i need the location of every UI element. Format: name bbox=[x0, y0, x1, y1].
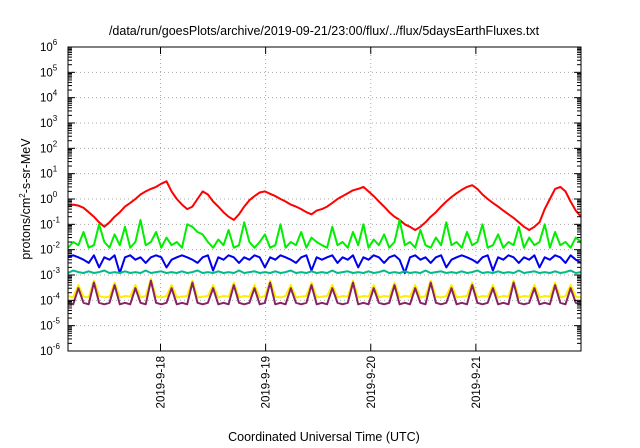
y-axis-label-sup: 2 bbox=[18, 193, 27, 198]
y-tick-label-exp: 5 bbox=[53, 63, 58, 72]
series-line-0 bbox=[67, 180, 582, 231]
y-tick-label-exp: 1 bbox=[53, 165, 58, 174]
y-tick-label-exp: 6 bbox=[53, 38, 58, 47]
x-axis-label: Coordinated Universal Time (UTC) bbox=[228, 430, 420, 444]
y-tick-label-base: 10 bbox=[40, 245, 53, 257]
y-tick-label-exp: -3 bbox=[53, 266, 61, 275]
series-line-2 bbox=[67, 254, 582, 274]
y-tick-label-exp: -6 bbox=[53, 342, 61, 351]
y-axis-ticks: 10-610-510-410-310-210-11001011021031041… bbox=[40, 38, 581, 358]
y-tick-label: 10-4 bbox=[40, 291, 60, 307]
grid-lines bbox=[68, 47, 581, 351]
y-tick-label-base: 10 bbox=[40, 270, 53, 282]
x-tick-label: 2019-9-21 bbox=[471, 356, 483, 408]
x-tick-label: 2019-9-18 bbox=[156, 356, 168, 408]
y-tick-label: 10-6 bbox=[40, 342, 60, 358]
y-tick-label: 10-2 bbox=[40, 241, 60, 257]
y-tick-label-base: 10 bbox=[40, 42, 53, 54]
y-tick-label: 10-1 bbox=[40, 215, 60, 231]
y-tick-label-base: 10 bbox=[40, 67, 53, 79]
y-tick-label-exp: 0 bbox=[53, 190, 58, 199]
y-tick-label: 106 bbox=[40, 38, 58, 54]
y-tick-label-base: 10 bbox=[40, 143, 53, 155]
y-tick-label: 103 bbox=[40, 114, 58, 130]
y-tick-label-base: 10 bbox=[40, 295, 53, 307]
chart-title: /data/run/goesPlots/archive/2019-09-21/2… bbox=[109, 24, 540, 38]
x-tick-label: 2019-9-20 bbox=[366, 356, 378, 408]
y-tick-label-exp: -5 bbox=[53, 317, 61, 326]
y-axis-label: protons/cm2-s-sr-MeV bbox=[18, 138, 33, 260]
y-tick-label-base: 10 bbox=[40, 93, 53, 105]
y-tick-label: 104 bbox=[40, 89, 58, 105]
y-tick-label-exp: -2 bbox=[53, 241, 61, 250]
y-tick-label-base: 10 bbox=[40, 346, 53, 358]
y-axis-label-suffix: -s-sr-MeV bbox=[19, 138, 33, 194]
y-tick-label: 10-3 bbox=[40, 266, 60, 282]
x-tick-label: 2019-9-19 bbox=[261, 356, 273, 408]
series-line-1 bbox=[67, 218, 582, 249]
y-tick-label-exp: 4 bbox=[53, 89, 58, 98]
y-tick-label: 10-5 bbox=[40, 317, 60, 333]
y-tick-label-base: 10 bbox=[40, 169, 53, 181]
y-axis-label-prefix: protons/cm bbox=[19, 198, 33, 260]
y-tick-label-exp: -4 bbox=[53, 291, 61, 300]
x-axis-ticks: 2019-9-18 2019-9-19 2019-9-20 2019-9-21 bbox=[156, 47, 483, 408]
y-tick-label: 102 bbox=[40, 139, 58, 155]
y-tick-label-base: 10 bbox=[40, 219, 53, 231]
series-layer bbox=[67, 180, 582, 306]
series-line-3 bbox=[67, 269, 582, 274]
series-line-5 bbox=[67, 279, 582, 306]
y-tick-label-exp: 3 bbox=[53, 114, 58, 123]
y-tick-label-base: 10 bbox=[40, 118, 53, 130]
y-tick-label-base: 10 bbox=[40, 321, 53, 333]
y-tick-label: 105 bbox=[40, 63, 58, 79]
y-tick-label-exp: -1 bbox=[53, 215, 61, 224]
y-tick-label: 101 bbox=[40, 165, 58, 181]
y-tick-label-exp: 2 bbox=[53, 139, 58, 148]
y-tick-label-base: 10 bbox=[40, 194, 53, 206]
y-tick-label: 100 bbox=[40, 190, 58, 206]
series-line-4 bbox=[67, 277, 582, 299]
